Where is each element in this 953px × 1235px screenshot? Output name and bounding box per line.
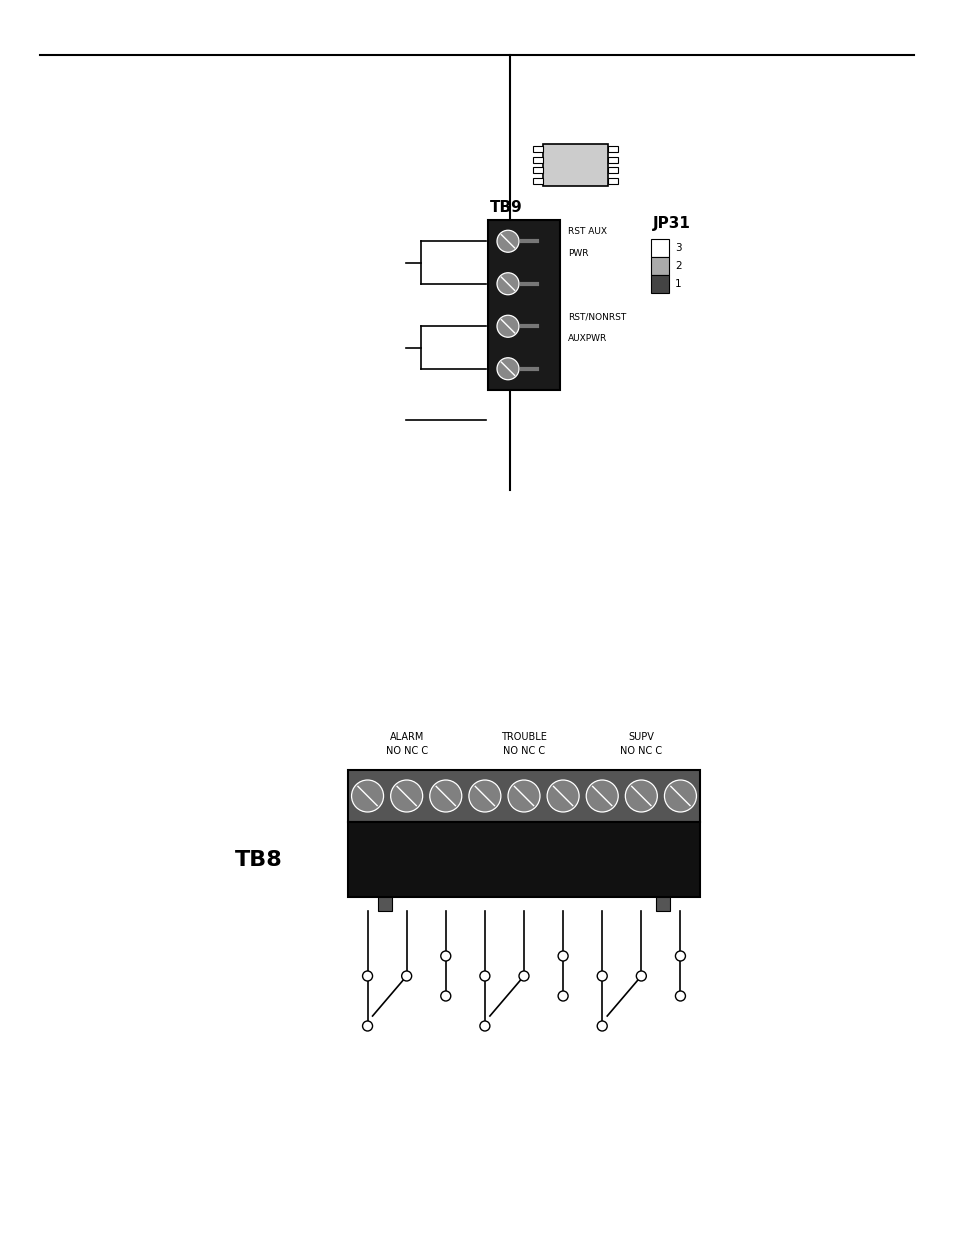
Bar	[488, 220, 559, 390]
Text: 1: 1	[675, 279, 680, 289]
Text: 2: 2	[675, 262, 680, 272]
Circle shape	[479, 1021, 490, 1031]
Bar	[656, 897, 669, 911]
Text: TB8: TB8	[235, 850, 283, 869]
Circle shape	[558, 951, 568, 961]
Bar	[533, 157, 542, 163]
Circle shape	[663, 781, 696, 811]
Circle shape	[507, 781, 539, 811]
Text: ALARM: ALARM	[389, 732, 423, 742]
Bar	[348, 769, 700, 823]
Circle shape	[391, 781, 422, 811]
Circle shape	[440, 990, 451, 1002]
Circle shape	[675, 951, 684, 961]
Text: SUPV: SUPV	[628, 732, 654, 742]
Bar	[650, 240, 668, 257]
Text: PWR: PWR	[567, 249, 588, 258]
Bar	[348, 823, 700, 897]
Text: TROUBLE: TROUBLE	[500, 732, 546, 742]
Circle shape	[518, 971, 529, 981]
Text: AUXPWR: AUXPWR	[567, 335, 607, 343]
Text: RST AUX: RST AUX	[567, 227, 606, 236]
Bar	[533, 167, 542, 173]
Circle shape	[468, 781, 500, 811]
Bar	[533, 146, 542, 152]
Circle shape	[479, 971, 490, 981]
Circle shape	[636, 971, 645, 981]
Text: RST/NONRST: RST/NONRST	[567, 312, 625, 321]
Bar	[607, 146, 618, 152]
Circle shape	[362, 1021, 373, 1031]
Bar	[542, 144, 607, 186]
Circle shape	[597, 1021, 607, 1031]
Circle shape	[401, 971, 412, 981]
Circle shape	[497, 230, 518, 252]
Bar	[650, 257, 668, 275]
Text: NO NC C: NO NC C	[385, 746, 427, 756]
Text: 3: 3	[675, 243, 680, 253]
Circle shape	[497, 358, 518, 379]
Text: JP31: JP31	[652, 216, 690, 231]
Circle shape	[497, 273, 518, 295]
Circle shape	[585, 781, 618, 811]
Circle shape	[440, 951, 451, 961]
Bar	[650, 275, 668, 293]
Bar	[377, 897, 392, 911]
Circle shape	[624, 781, 657, 811]
Circle shape	[352, 781, 383, 811]
Text: TB9: TB9	[490, 200, 522, 215]
Circle shape	[546, 781, 578, 811]
Text: NO NC C: NO NC C	[502, 746, 544, 756]
Circle shape	[430, 781, 461, 811]
Bar	[533, 178, 542, 184]
Circle shape	[558, 990, 568, 1002]
Circle shape	[497, 315, 518, 337]
Bar	[607, 167, 618, 173]
Bar	[607, 178, 618, 184]
Circle shape	[362, 971, 373, 981]
Circle shape	[675, 990, 684, 1002]
Bar	[607, 157, 618, 163]
Text: NO NC C: NO NC C	[619, 746, 661, 756]
Circle shape	[597, 971, 607, 981]
